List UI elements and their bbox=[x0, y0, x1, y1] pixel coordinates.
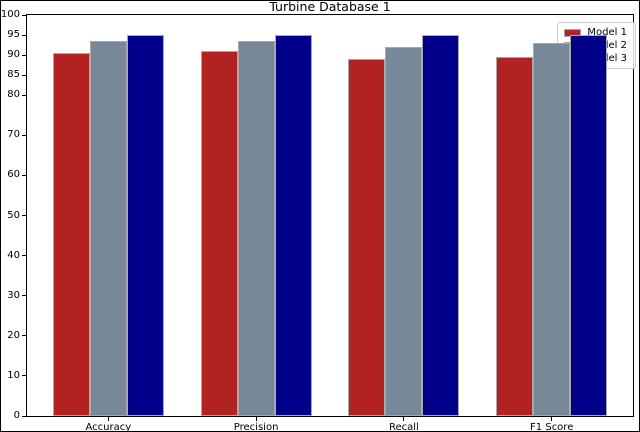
y-axis-tick-label: 30 bbox=[7, 289, 20, 301]
bar-model-2 bbox=[533, 43, 571, 416]
x-axis-tick-label: F1 Score bbox=[530, 422, 574, 432]
y-axis-tick bbox=[22, 74, 26, 76]
bar-model-3 bbox=[126, 35, 164, 416]
y-axis-tick-label: 100 bbox=[0, 9, 20, 20]
y-axis-tick-label: 60 bbox=[7, 169, 20, 181]
y-axis-tick-label: 0 bbox=[13, 410, 20, 421]
y-axis-tick-label: 10 bbox=[7, 369, 20, 381]
y-axis-tick bbox=[22, 375, 26, 377]
bar-model-3 bbox=[570, 35, 608, 416]
chart-title: Turbine Database 1 bbox=[269, 0, 391, 14]
y-axis-tick bbox=[22, 94, 26, 96]
x-axis-tick-label: Accuracy bbox=[85, 422, 132, 432]
x-axis-tick bbox=[255, 417, 257, 421]
legend-label: Model 3 bbox=[587, 53, 627, 64]
bar-model-3 bbox=[422, 35, 460, 416]
y-axis-tick-label: 90 bbox=[7, 49, 20, 61]
bar-model-2 bbox=[237, 41, 275, 416]
y-axis-tick bbox=[22, 335, 26, 337]
y-axis-tick bbox=[22, 54, 26, 56]
y-axis-tick bbox=[22, 295, 26, 297]
y-axis-tick-label: 85 bbox=[7, 69, 20, 81]
plot-area: Model 1 Model 2 Model 3 0 10 20 30 40 50 60 70 80 8… bbox=[1, 9, 636, 431]
y-axis-tick bbox=[22, 255, 26, 257]
x-axis-tick bbox=[403, 417, 405, 421]
bar-model-1 bbox=[52, 53, 90, 416]
y-axis-tick-label: 40 bbox=[7, 249, 20, 261]
x-axis-tick-label: Precision bbox=[233, 422, 279, 432]
bar-model-2 bbox=[385, 47, 423, 416]
bar-model-1 bbox=[200, 51, 238, 416]
x-axis-tick-label: Recall bbox=[388, 422, 419, 432]
y-axis-tick bbox=[22, 174, 26, 176]
bar-model-1 bbox=[496, 57, 534, 416]
y-axis-tick-label: 95 bbox=[7, 29, 20, 41]
legend-label: Model 1 bbox=[587, 27, 627, 38]
y-axis-tick bbox=[22, 14, 26, 16]
y-axis-tick-label: 80 bbox=[7, 89, 20, 101]
bar-model-2 bbox=[89, 41, 127, 416]
legend-label: Model 2 bbox=[587, 40, 627, 51]
y-axis-tick bbox=[22, 215, 26, 216]
x-axis-tick bbox=[107, 417, 109, 421]
y-axis-tick bbox=[22, 415, 26, 417]
y-axis-tick-label: 20 bbox=[7, 329, 20, 341]
y-axis-tick bbox=[22, 134, 26, 136]
y-axis-tick bbox=[22, 34, 26, 36]
bar-model-3 bbox=[274, 35, 312, 416]
y-axis-tick-label: 70 bbox=[7, 129, 20, 141]
bar-model-1 bbox=[348, 59, 386, 416]
y-axis-tick-label: 50 bbox=[7, 209, 20, 221]
x-axis-tick bbox=[551, 417, 553, 421]
